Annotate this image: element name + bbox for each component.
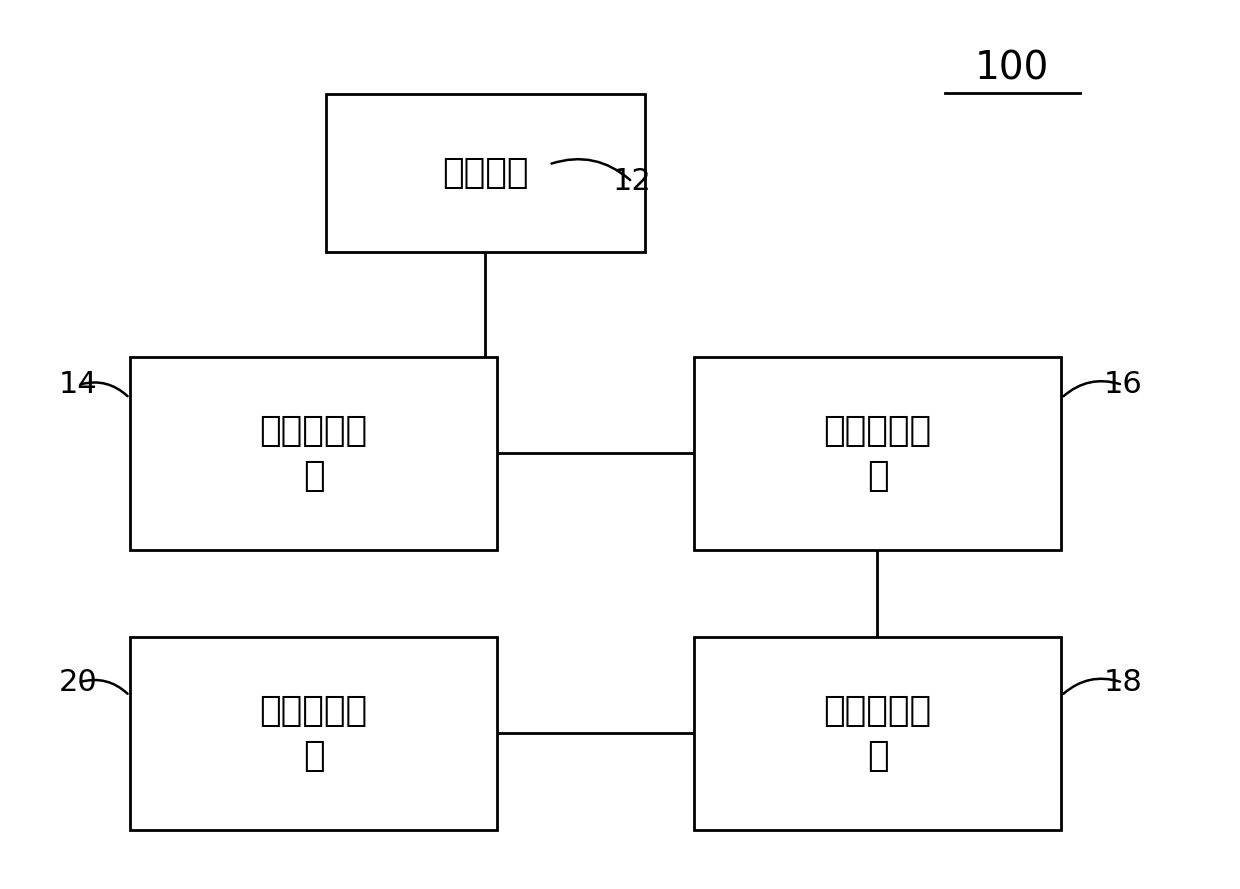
Text: 获取模块: 获取模块	[441, 156, 528, 190]
Text: 18: 18	[1104, 668, 1142, 697]
Text: 16: 16	[1104, 371, 1142, 399]
FancyBboxPatch shape	[693, 637, 1061, 829]
Text: 仿真处理模
块: 仿真处理模 块	[823, 694, 931, 773]
FancyBboxPatch shape	[693, 357, 1061, 549]
Text: 模型调用模
块: 模型调用模 块	[823, 414, 931, 493]
Text: 100: 100	[975, 49, 1049, 87]
FancyBboxPatch shape	[326, 94, 645, 252]
Text: 20: 20	[58, 668, 98, 697]
FancyBboxPatch shape	[129, 357, 497, 549]
Text: 参数输出模
块: 参数输出模 块	[259, 694, 367, 773]
Text: 12: 12	[613, 167, 652, 196]
Text: 14: 14	[58, 371, 98, 399]
FancyBboxPatch shape	[129, 637, 497, 829]
Text: 基准确定模
块: 基准确定模 块	[259, 414, 367, 493]
